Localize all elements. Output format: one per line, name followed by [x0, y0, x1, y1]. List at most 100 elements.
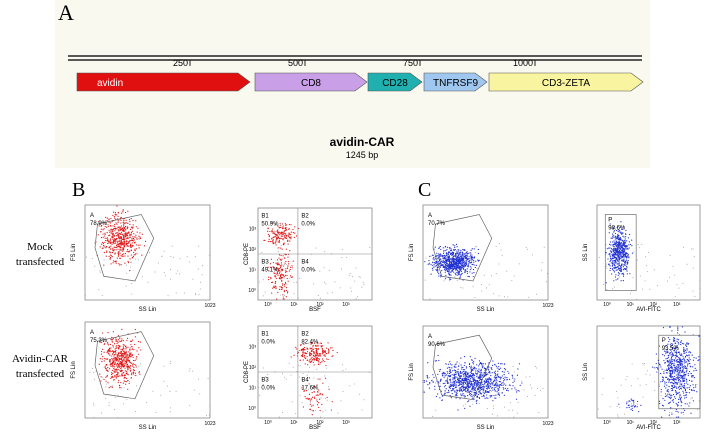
event-dot — [448, 391, 450, 393]
event-dot — [677, 387, 680, 389]
event-dot — [460, 381, 463, 383]
event-dot — [677, 379, 680, 382]
event-dot — [274, 269, 276, 271]
event-dot — [678, 343, 680, 345]
event-dot — [109, 360, 111, 363]
event-dot — [119, 226, 121, 228]
event-dot — [117, 211, 119, 214]
event-dot — [131, 227, 134, 229]
event-dot — [625, 229, 627, 232]
event-dot — [122, 247, 124, 249]
event-dot — [117, 251, 119, 253]
construct-size: 1245 bp — [346, 150, 379, 160]
event-dot — [117, 245, 119, 247]
event-dot — [455, 257, 457, 259]
event-dot — [613, 280, 615, 282]
event-dot — [620, 280, 622, 282]
event-dot — [459, 390, 461, 392]
event-dot — [285, 237, 287, 239]
event-dot — [613, 260, 615, 262]
x-tick-label: 10⁰ — [264, 420, 272, 426]
event-dot — [105, 376, 107, 378]
event-dot — [119, 248, 121, 250]
event-dot — [482, 386, 484, 388]
event-dot — [276, 272, 279, 275]
event-dot — [615, 240, 617, 242]
gate-name: B2 — [301, 332, 309, 338]
event-dot — [474, 246, 476, 248]
event-dot — [130, 364, 132, 367]
event-dot — [327, 349, 330, 351]
event-dot — [115, 377, 117, 379]
event-dot — [679, 394, 681, 397]
event-dot — [498, 384, 500, 386]
event-dot — [477, 376, 479, 379]
event-dot — [444, 278, 447, 280]
event-dot — [273, 286, 276, 289]
event-dot — [424, 279, 426, 281]
event-dot — [102, 233, 104, 235]
event-dot — [106, 232, 108, 234]
event-dot — [613, 255, 615, 257]
event-dot — [118, 232, 120, 234]
event-dot — [693, 370, 695, 372]
event-dot — [270, 277, 272, 280]
event-dot — [105, 358, 107, 360]
event-dot — [131, 355, 133, 357]
event-dot — [611, 249, 613, 251]
event-dot — [287, 243, 289, 245]
event-dot — [189, 261, 191, 263]
event-dot — [318, 361, 320, 363]
event-dot — [310, 343, 312, 345]
event-dot — [102, 332, 104, 334]
event-dot — [134, 374, 136, 377]
event-dot — [302, 352, 304, 354]
event-dot — [459, 383, 461, 385]
event-dot — [106, 351, 108, 354]
event-dot — [432, 379, 434, 381]
event-dot — [118, 352, 120, 354]
event-dot — [447, 265, 450, 267]
event-dot — [127, 360, 130, 362]
event-dot — [319, 352, 321, 355]
event-dot — [483, 383, 486, 385]
event-dot — [322, 382, 324, 384]
event-dot — [671, 385, 673, 388]
event-dot — [321, 345, 323, 347]
event-dot — [442, 257, 444, 259]
event-dot — [314, 386, 316, 388]
event-dot — [468, 383, 470, 385]
event-dot — [314, 356, 316, 358]
event-dot — [491, 390, 493, 392]
event-dot — [614, 276, 617, 278]
event-dot — [115, 349, 117, 352]
event-dot — [479, 377, 481, 379]
event-dot — [122, 346, 125, 348]
event-dot — [277, 268, 279, 270]
event-dot — [117, 381, 119, 384]
event-dot — [472, 380, 475, 382]
event-dot — [282, 284, 284, 286]
event-dot — [685, 367, 687, 370]
event-dot — [428, 376, 430, 378]
event-dot — [664, 399, 666, 401]
event-dot — [118, 375, 120, 377]
event-dot — [622, 256, 624, 259]
event-dot — [124, 363, 126, 365]
x-tick-label: 10² — [316, 302, 324, 308]
event-dot — [320, 346, 322, 348]
event-dot — [675, 366, 677, 368]
y-tick-label: 10² — [249, 247, 257, 253]
x-tick-label: 1023 — [204, 421, 215, 427]
x-tick-label: 1023 — [204, 303, 215, 309]
event-dot — [480, 388, 482, 390]
event-dot — [282, 296, 284, 298]
event-dot — [466, 251, 468, 253]
event-dot — [616, 241, 618, 244]
event-dot — [194, 255, 196, 257]
event-dot — [464, 249, 466, 251]
event-dot — [606, 248, 608, 250]
event-dot — [451, 269, 453, 272]
event-dot — [140, 363, 142, 365]
event-dot — [614, 266, 616, 269]
